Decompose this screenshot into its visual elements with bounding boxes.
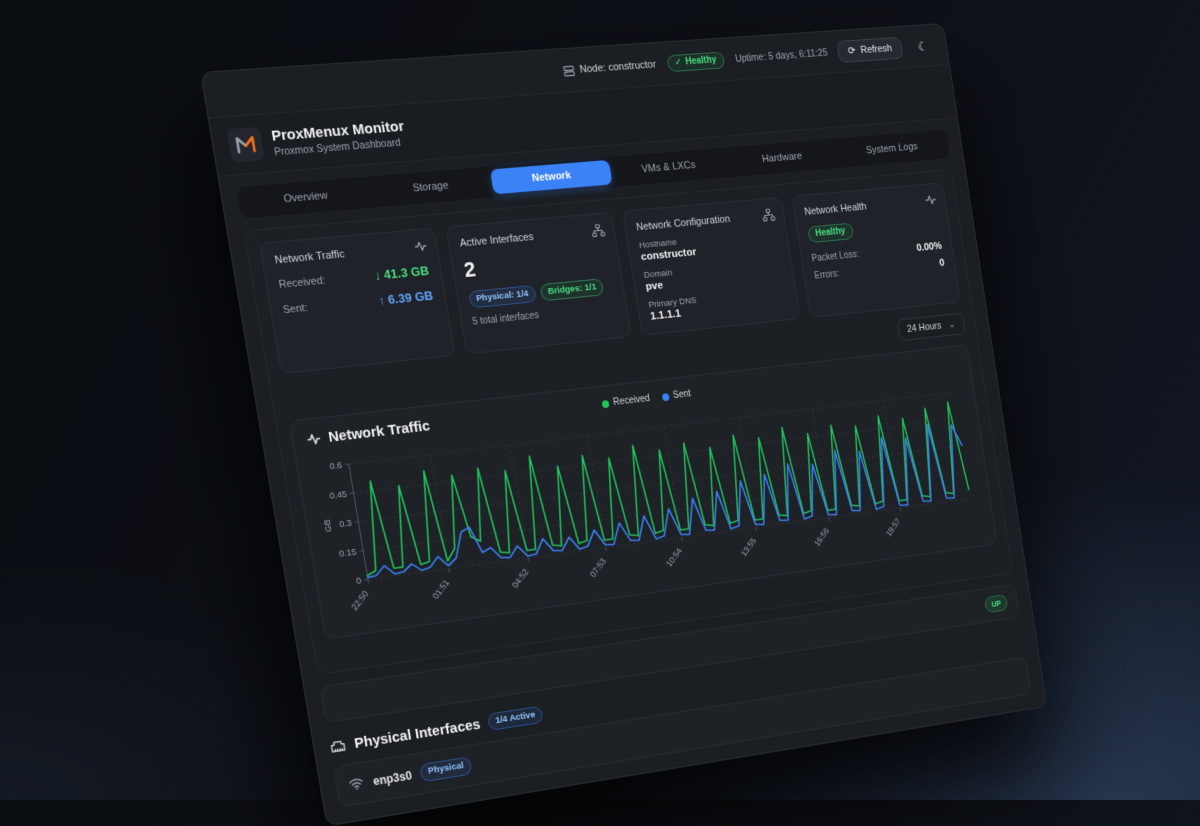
svg-text:01:51: 01:51: [431, 578, 451, 601]
packet-loss-label: Packet Loss:: [811, 249, 860, 264]
tab-hardware[interactable]: Hardware: [724, 141, 839, 174]
total-interfaces-label: 5 total interfaces: [472, 303, 616, 328]
sent-value: ↑ 6.39 GB: [377, 288, 434, 308]
refresh-button-label: Refresh: [860, 43, 893, 56]
legend-sent-label: Sent: [672, 389, 691, 401]
up-status-badge: UP: [984, 594, 1008, 614]
received-label: Received:: [278, 274, 327, 290]
physical-count-badge: Physical: 1/4: [468, 285, 537, 309]
tab-vms-lxcs[interactable]: VMs & LXCs: [609, 151, 728, 185]
chevron-down-icon: ⌄: [948, 319, 956, 330]
tab-overview[interactable]: Overview: [240, 180, 371, 216]
svg-text:22:50: 22:50: [349, 589, 370, 612]
activity-icon: [924, 193, 937, 207]
svg-text:13:55: 13:55: [739, 536, 758, 558]
sent-label: Sent:: [282, 302, 308, 316]
network-health-status-badge: Healthy: [807, 223, 854, 244]
received-value: ↓ 41.3 GB: [373, 263, 430, 283]
uptime-label: Uptime: 5 days, 6:11:25: [734, 47, 828, 64]
svg-text:07:53: 07:53: [588, 557, 608, 579]
time-range-select[interactable]: 24 Hours ⌄: [897, 313, 966, 342]
time-range-value: 24 Hours: [906, 320, 942, 334]
active-count-badge: 1/4 Active: [487, 706, 544, 732]
wifi-icon: [348, 776, 365, 791]
svg-text:GB: GB: [322, 519, 334, 533]
active-interfaces-count: 2: [462, 245, 609, 283]
errors-label: Errors:: [814, 268, 840, 280]
network-tab-panel: Network Traffic Received: ↓ 41.3 GB Sent…: [243, 169, 1013, 675]
hostname-group: Hostname constructor: [638, 228, 778, 263]
server-icon: [562, 64, 576, 77]
interface-badges: Physical: 1/4 Bridges: 1/1: [468, 277, 614, 308]
svg-text:04:52: 04:52: [510, 567, 530, 590]
network-icon: [761, 208, 776, 223]
svg-text:0.15: 0.15: [338, 547, 357, 559]
dns-group: Primary DNS 1.1.1.1: [648, 286, 787, 322]
interface-name: enp3s0: [372, 768, 413, 788]
moon-icon: ☾: [917, 40, 929, 53]
tab-system-logs[interactable]: System Logs: [836, 133, 948, 165]
tab-network[interactable]: Network: [490, 160, 613, 194]
health-status-badge: ✓ Healthy: [666, 52, 726, 73]
network-traffic-card-title: Network Traffic: [274, 241, 426, 266]
interface-type-badge: Physical: [420, 757, 473, 782]
refresh-button[interactable]: ⟳ Refresh: [837, 37, 904, 63]
sent-row: Sent: ↑ 6.39 GB: [282, 288, 434, 317]
health-status-label: Healthy: [685, 56, 717, 67]
svg-text:10:54: 10:54: [665, 546, 684, 568]
page-background: Node: constructor ✓ Healthy Uptime: 5 da…: [0, 0, 1200, 800]
network-traffic-card: Network Traffic Received: ↓ 41.3 GB Sent…: [259, 228, 455, 374]
node-label: Node: constructor: [579, 59, 657, 76]
activity-icon: [305, 431, 322, 447]
svg-text:0.6: 0.6: [329, 460, 343, 471]
legend-received-dot: [601, 400, 609, 408]
ethernet-icon: [329, 738, 347, 755]
svg-text:0.3: 0.3: [339, 518, 353, 529]
svg-text:0.45: 0.45: [329, 489, 348, 501]
refresh-icon: ⟳: [847, 46, 856, 57]
activity-icon: [413, 239, 428, 254]
svg-text:0: 0: [355, 576, 361, 586]
network-icon: [590, 223, 605, 238]
svg-text:19:57: 19:57: [884, 517, 902, 538]
app-logo: [226, 127, 265, 163]
domain-group: Domain pve: [643, 257, 783, 293]
theme-toggle-button[interactable]: ☾: [911, 34, 935, 59]
network-health-card: Network Health Healthy Packet Loss: 0.00…: [791, 182, 961, 317]
svg-text:16:56: 16:56: [812, 526, 830, 548]
active-interfaces-card: Active Interfaces 2 Physical: 1/4 Bridge…: [445, 212, 631, 355]
received-row: Received: ↓ 41.3 GB: [278, 263, 430, 292]
legend-sent-dot: [661, 393, 669, 401]
chart-title: Network Traffic: [327, 418, 431, 446]
bridges-count-badge: Bridges: 1/1: [540, 278, 605, 301]
app-titles: ProxMenux Monitor Proxmox System Dashboa…: [270, 118, 407, 158]
health-check-icon: ✓: [674, 58, 683, 68]
node-indicator: Node: constructor: [562, 59, 657, 78]
tab-storage[interactable]: Storage: [367, 170, 494, 205]
network-configuration-card: Network Configuration Hostname construct…: [622, 197, 800, 336]
logo-m-icon: [233, 134, 258, 155]
proxmenux-dashboard-window: Node: constructor ✓ Healthy Uptime: 5 da…: [200, 23, 1047, 826]
errors-value: 0: [939, 258, 946, 269]
packet-loss-value: 0.00%: [916, 241, 943, 254]
